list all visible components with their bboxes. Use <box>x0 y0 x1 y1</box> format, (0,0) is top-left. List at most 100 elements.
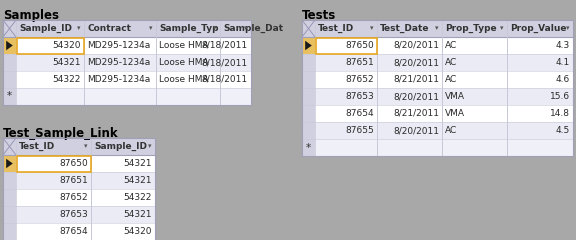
Bar <box>91 206 155 223</box>
Bar <box>220 54 251 71</box>
Bar <box>3 20 16 37</box>
Text: 54321: 54321 <box>123 159 152 168</box>
Bar <box>3 88 16 105</box>
Text: Prop_Value: Prop_Value <box>510 24 567 33</box>
Bar <box>3 20 251 105</box>
Text: 87654: 87654 <box>346 109 374 118</box>
Bar <box>302 20 573 156</box>
Text: VMA: VMA <box>445 109 465 118</box>
Text: 87650: 87650 <box>59 159 88 168</box>
Bar <box>507 71 573 88</box>
Bar <box>220 37 251 54</box>
Text: *: * <box>7 91 12 102</box>
Bar <box>16 71 84 88</box>
Bar <box>3 189 16 206</box>
Text: ▾: ▾ <box>148 144 151 150</box>
Text: ▾: ▾ <box>435 25 439 31</box>
Text: 15.6: 15.6 <box>550 92 570 101</box>
Bar <box>156 37 220 54</box>
Polygon shape <box>6 41 13 50</box>
Bar <box>302 71 315 88</box>
Text: 4.6: 4.6 <box>556 75 570 84</box>
Text: Test_Sample_Link: Test_Sample_Link <box>3 127 119 140</box>
Bar <box>16 223 91 240</box>
Bar <box>315 54 377 71</box>
Text: Test_ID: Test_ID <box>318 24 354 33</box>
Bar <box>302 139 315 156</box>
Bar <box>3 138 155 240</box>
Bar <box>507 54 573 71</box>
Bar <box>17 156 90 172</box>
Text: 8/20/2011: 8/20/2011 <box>393 92 439 101</box>
Bar <box>3 54 16 71</box>
Text: 8/21/2011: 8/21/2011 <box>393 109 439 118</box>
Bar <box>16 206 91 223</box>
Text: ▾: ▾ <box>213 25 217 31</box>
Text: AC: AC <box>445 58 457 67</box>
Bar <box>220 20 251 37</box>
Bar <box>315 122 377 139</box>
Text: ▾: ▾ <box>244 25 248 31</box>
Text: 54321: 54321 <box>123 176 152 185</box>
Text: ▾: ▾ <box>370 25 374 31</box>
Text: 87655: 87655 <box>345 126 374 135</box>
Bar <box>3 37 16 54</box>
Text: ▾: ▾ <box>566 25 570 31</box>
Text: ▾: ▾ <box>77 25 81 31</box>
Bar <box>507 105 573 122</box>
Text: Sample_Typ: Sample_Typ <box>159 24 218 33</box>
Bar <box>302 20 573 156</box>
Bar <box>302 54 315 71</box>
Bar <box>302 105 315 122</box>
Bar <box>302 88 315 105</box>
Bar <box>156 71 220 88</box>
Text: 8/21/2011: 8/21/2011 <box>393 75 439 84</box>
Bar <box>3 138 16 155</box>
Bar <box>442 105 507 122</box>
Bar <box>3 223 16 240</box>
Text: ▾: ▾ <box>84 144 88 150</box>
Text: VMA: VMA <box>445 92 465 101</box>
Bar <box>91 189 155 206</box>
Text: ▾: ▾ <box>149 25 153 31</box>
Text: 87651: 87651 <box>345 58 374 67</box>
Bar <box>316 37 377 54</box>
Bar <box>442 37 507 54</box>
Text: 87654: 87654 <box>59 227 88 236</box>
Bar <box>16 172 91 189</box>
Text: AC: AC <box>445 41 457 50</box>
Text: 87651: 87651 <box>59 176 88 185</box>
Bar <box>377 54 442 71</box>
Bar <box>84 54 156 71</box>
Bar <box>302 122 315 139</box>
Bar <box>156 54 220 71</box>
Text: MD295-1234a: MD295-1234a <box>87 75 150 84</box>
Text: ▾: ▾ <box>500 25 504 31</box>
Bar <box>16 155 91 172</box>
Bar <box>3 20 251 105</box>
Bar <box>377 105 442 122</box>
Text: Loose HMA: Loose HMA <box>159 75 209 84</box>
Bar <box>442 88 507 105</box>
Bar <box>91 155 155 172</box>
Text: 8/20/2011: 8/20/2011 <box>393 126 439 135</box>
Text: 54322: 54322 <box>52 75 81 84</box>
Text: 54320: 54320 <box>52 41 81 50</box>
Bar <box>507 20 573 37</box>
Bar <box>377 71 442 88</box>
Bar <box>302 20 315 37</box>
Polygon shape <box>305 41 312 50</box>
Text: 8/18/2011: 8/18/2011 <box>202 41 248 50</box>
Text: 87653: 87653 <box>59 210 88 219</box>
Bar <box>220 71 251 88</box>
Text: Prop_Type: Prop_Type <box>445 24 497 33</box>
Bar <box>377 37 442 54</box>
Text: 87650: 87650 <box>345 41 374 50</box>
Bar <box>315 139 573 156</box>
Bar <box>442 122 507 139</box>
Bar <box>91 223 155 240</box>
Text: Loose HMA: Loose HMA <box>159 41 209 50</box>
Bar <box>17 37 84 54</box>
Bar <box>16 189 91 206</box>
Bar <box>3 71 16 88</box>
